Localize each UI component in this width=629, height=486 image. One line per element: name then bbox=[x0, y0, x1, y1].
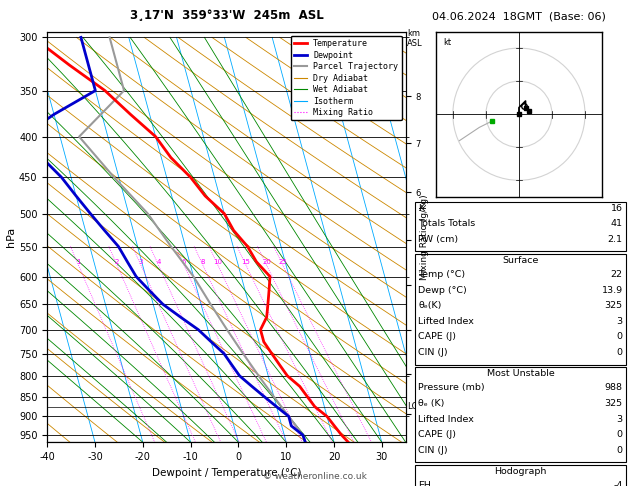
Text: 41: 41 bbox=[611, 219, 623, 228]
Text: Dewp (°C): Dewp (°C) bbox=[418, 286, 467, 295]
Text: 13.9: 13.9 bbox=[601, 286, 623, 295]
Text: kt: kt bbox=[443, 38, 451, 47]
Text: 8: 8 bbox=[201, 260, 205, 265]
Text: 04.06.2024  18GMT  (Base: 06): 04.06.2024 18GMT (Base: 06) bbox=[432, 12, 606, 22]
Text: 25: 25 bbox=[279, 260, 287, 265]
Text: Surface: Surface bbox=[503, 256, 538, 265]
Text: 22: 22 bbox=[611, 270, 623, 279]
Text: CIN (J): CIN (J) bbox=[418, 446, 448, 455]
Text: Temp (°C): Temp (°C) bbox=[418, 270, 465, 279]
Text: 3: 3 bbox=[139, 260, 143, 265]
Text: Lifted Index: Lifted Index bbox=[418, 415, 474, 424]
Text: Hodograph: Hodograph bbox=[494, 467, 547, 476]
Text: EH: EH bbox=[418, 481, 431, 486]
Text: θₑ(K): θₑ(K) bbox=[418, 301, 442, 311]
Text: Most Unstable: Most Unstable bbox=[487, 369, 554, 378]
Text: CIN (J): CIN (J) bbox=[418, 348, 448, 357]
Text: 4: 4 bbox=[157, 260, 161, 265]
Text: 325: 325 bbox=[604, 399, 623, 408]
Text: 10: 10 bbox=[213, 260, 223, 265]
Text: 3: 3 bbox=[616, 317, 623, 326]
Text: CAPE (J): CAPE (J) bbox=[418, 430, 456, 439]
Text: 15: 15 bbox=[242, 260, 250, 265]
Text: 3: 3 bbox=[616, 415, 623, 424]
Text: 20: 20 bbox=[262, 260, 271, 265]
Text: θₑ (K): θₑ (K) bbox=[418, 399, 445, 408]
Text: 0: 0 bbox=[616, 332, 623, 342]
Y-axis label: hPa: hPa bbox=[6, 227, 16, 247]
Text: © weatheronline.co.uk: © weatheronline.co.uk bbox=[262, 472, 367, 481]
Text: 6: 6 bbox=[182, 260, 186, 265]
Text: 0: 0 bbox=[616, 348, 623, 357]
Text: 16: 16 bbox=[611, 204, 623, 213]
Text: LCL: LCL bbox=[407, 402, 422, 411]
Text: 0: 0 bbox=[616, 430, 623, 439]
X-axis label: Dewpoint / Temperature (°C): Dewpoint / Temperature (°C) bbox=[152, 468, 301, 478]
Text: 1: 1 bbox=[76, 260, 81, 265]
Text: 988: 988 bbox=[604, 383, 623, 393]
Text: 3¸17'N  359°33'W  245m  ASL: 3¸17'N 359°33'W 245m ASL bbox=[130, 9, 323, 22]
Text: 0: 0 bbox=[616, 446, 623, 455]
Text: Totals Totals: Totals Totals bbox=[418, 219, 476, 228]
Text: K: K bbox=[418, 204, 425, 213]
Text: Mixing Ratio (g/kg): Mixing Ratio (g/kg) bbox=[420, 194, 429, 280]
Text: Lifted Index: Lifted Index bbox=[418, 317, 474, 326]
Text: km
ASL: km ASL bbox=[407, 29, 423, 48]
Text: 2.1: 2.1 bbox=[608, 235, 623, 244]
Legend: Temperature, Dewpoint, Parcel Trajectory, Dry Adiabat, Wet Adiabat, Isotherm, Mi: Temperature, Dewpoint, Parcel Trajectory… bbox=[291, 36, 401, 121]
Text: CAPE (J): CAPE (J) bbox=[418, 332, 456, 342]
Text: 2: 2 bbox=[115, 260, 120, 265]
Text: PW (cm): PW (cm) bbox=[418, 235, 459, 244]
Text: Pressure (mb): Pressure (mb) bbox=[418, 383, 485, 393]
Text: -4: -4 bbox=[613, 481, 623, 486]
Text: 325: 325 bbox=[604, 301, 623, 311]
